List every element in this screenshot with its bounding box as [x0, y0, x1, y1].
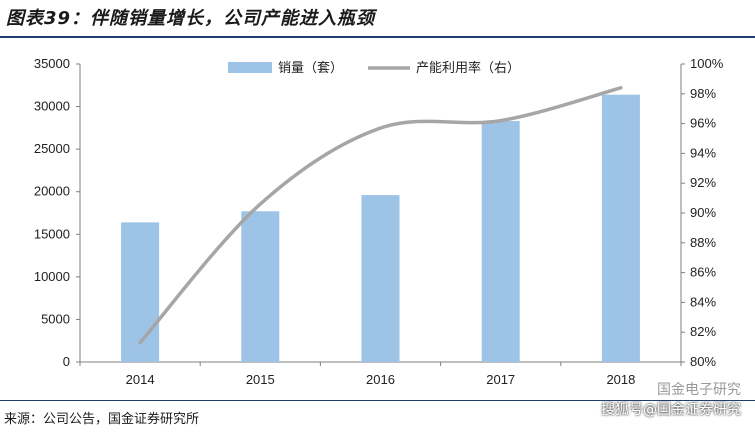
- bar: [241, 211, 280, 362]
- y-left-tick-label: 10000: [34, 269, 70, 284]
- y-right-tick-label: 96%: [690, 116, 716, 131]
- x-tick-label: 2018: [606, 372, 635, 387]
- y-left-tick-label: 25000: [34, 141, 70, 156]
- legend-bar-label: 销量（套）: [278, 60, 343, 76]
- bar: [121, 222, 160, 362]
- watermark-line1: 国金电子研究: [657, 382, 741, 398]
- y-right-tick-label: 84%: [690, 294, 716, 309]
- footer-divider: [0, 400, 755, 401]
- y-right-tick-label: 100%: [690, 56, 724, 71]
- y-right-tick-label: 80%: [690, 354, 716, 369]
- utilization-line: [138, 86, 623, 345]
- y-left-tick-label: 5000: [41, 311, 70, 326]
- y-right-tick-label: 94%: [690, 145, 716, 160]
- x-tick-label: 2015: [246, 372, 275, 387]
- y-right-tick-label: 92%: [690, 175, 716, 190]
- y-left-tick-label: 0: [63, 354, 70, 369]
- y-left-tick-label: 20000: [34, 184, 70, 199]
- y-right-tick-label: 86%: [690, 265, 716, 280]
- legend-bar-swatch: [228, 62, 272, 73]
- y-right-tick-label: 82%: [690, 324, 716, 339]
- bar: [601, 94, 640, 362]
- y-left-tick-label: 30000: [34, 99, 70, 114]
- source-note: 来源：公司公告，国金证券研究所: [4, 412, 200, 427]
- bar: [361, 195, 400, 362]
- y-left-tick-label: 15000: [34, 226, 70, 241]
- x-tick-label: 2016: [366, 372, 395, 387]
- y-right-tick-label: 90%: [690, 205, 716, 220]
- x-tick-label: 2014: [126, 372, 155, 387]
- y-right-tick-label: 98%: [690, 86, 716, 101]
- y-left-tick-label: 35000: [34, 56, 70, 71]
- legend-line-label: 产能利用率（右）: [416, 60, 520, 76]
- title-divider: [0, 36, 755, 38]
- bar: [481, 121, 520, 362]
- watermark-line2: 搜狐号@国金证券研究: [601, 402, 741, 418]
- x-tick-label: 2017: [486, 372, 515, 387]
- y-right-tick-label: 88%: [690, 235, 716, 250]
- watermark: 国金电子研究 搜狐号@国金证券研究: [601, 380, 741, 420]
- combo-chart: 0 5000 10000 15000 20000 25000 30000 35000 80% 82…: [34, 56, 724, 387]
- chart-title: 图表39：伴随销量增长，公司产能进入瓶颈: [6, 8, 376, 29]
